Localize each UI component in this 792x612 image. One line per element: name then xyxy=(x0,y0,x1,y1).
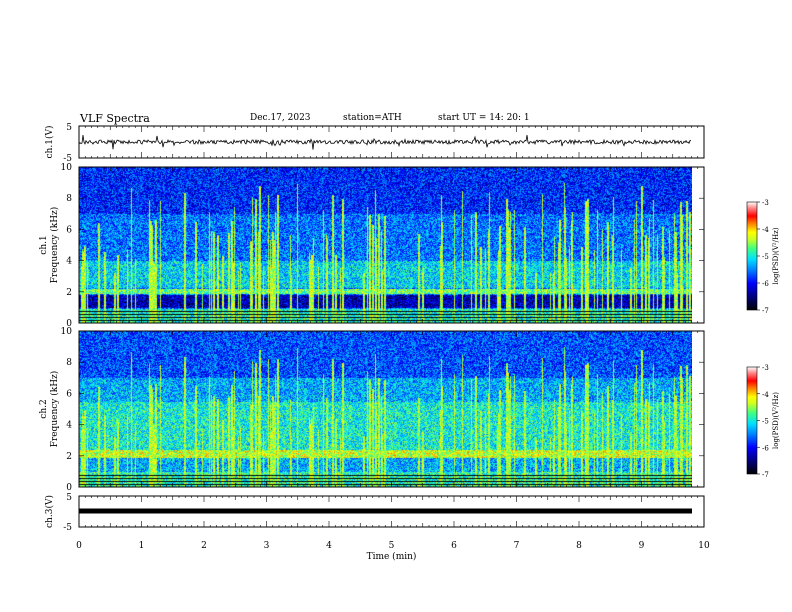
y-tick-label: 10 xyxy=(61,327,73,337)
colorbar-tick-label: -6 xyxy=(762,444,769,452)
x-axis-title: Time (min) xyxy=(367,551,417,562)
x-tick-label: 0 xyxy=(76,541,82,551)
y-tick-label: 10 xyxy=(61,163,73,173)
ch3-waveform-ylabel: ch.3(V) xyxy=(44,495,55,528)
spectrogram-channel-label: ch.1 xyxy=(39,235,49,254)
ch1-waveform-line xyxy=(78,135,692,150)
colorbar-tick-label: -4 xyxy=(762,226,769,234)
colorbar-tick-label: -3 xyxy=(762,199,769,207)
ch1-spectrogram-image xyxy=(79,167,692,323)
date-label: Dec.17, 2023 xyxy=(250,113,311,123)
x-tick-label: 4 xyxy=(326,541,332,551)
colorbar-label: log(PSD)(V²/Hz) xyxy=(772,392,780,449)
colorbar xyxy=(746,201,758,311)
y-tick-label: 6 xyxy=(66,225,72,235)
ch1-waveform-ylabel: ch.1(V) xyxy=(44,126,55,159)
y-tick-label: 2 xyxy=(66,288,72,298)
x-tick-label: 8 xyxy=(576,541,582,551)
y-tick-label: 6 xyxy=(66,389,72,399)
ch3-waveform-line xyxy=(79,508,692,514)
x-tick-label: 6 xyxy=(451,541,457,551)
chart-title: VLF Spectra xyxy=(80,112,150,125)
y-tick-label: 5 xyxy=(66,493,72,503)
start-time-label: start UT = 14: 20: 1 xyxy=(438,113,530,123)
station-label: station=ATH xyxy=(343,113,402,123)
x-tick-label: 3 xyxy=(264,541,270,551)
colorbar-tick-label: -7 xyxy=(762,471,769,479)
spectrogram-ylabel: Frequency (kHz) xyxy=(49,207,60,284)
x-tick-label: 5 xyxy=(389,541,395,551)
y-tick-label: 0 xyxy=(66,483,72,493)
spectrogram-ylabel: Frequency (kHz) xyxy=(49,371,60,448)
colorbar xyxy=(746,366,758,475)
y-tick-label: -5 xyxy=(63,523,72,533)
y-tick-label: 4 xyxy=(66,421,72,431)
colorbar-label: log(PSD)(V²/Hz) xyxy=(772,227,780,284)
x-tick-label: 1 xyxy=(139,541,145,551)
y-tick-label: 8 xyxy=(66,194,72,204)
x-tick-label: 9 xyxy=(639,541,645,551)
spectrogram-channel-label: ch.2 xyxy=(39,399,49,418)
y-tick-label: 0 xyxy=(66,319,72,329)
colorbar-tick-label: -5 xyxy=(762,253,769,261)
x-tick-label: 10 xyxy=(698,541,710,551)
x-tick-label: 7 xyxy=(514,541,520,551)
colorbar-tick-label: -4 xyxy=(762,391,769,399)
colorbar-tick-label: -3 xyxy=(762,364,769,372)
y-tick-label: -5 xyxy=(63,154,72,164)
y-tick-label: 4 xyxy=(66,257,72,267)
colorbar-tick-label: -5 xyxy=(762,418,769,426)
ch2-spectrogram-image xyxy=(79,331,692,487)
colorbar-tick-label: -7 xyxy=(762,307,769,315)
y-tick-label: 8 xyxy=(66,358,72,368)
x-tick-label: 2 xyxy=(201,541,207,551)
colorbar-tick-label: -6 xyxy=(762,280,769,288)
y-tick-label: 5 xyxy=(66,123,72,133)
y-tick-label: 2 xyxy=(66,452,72,462)
